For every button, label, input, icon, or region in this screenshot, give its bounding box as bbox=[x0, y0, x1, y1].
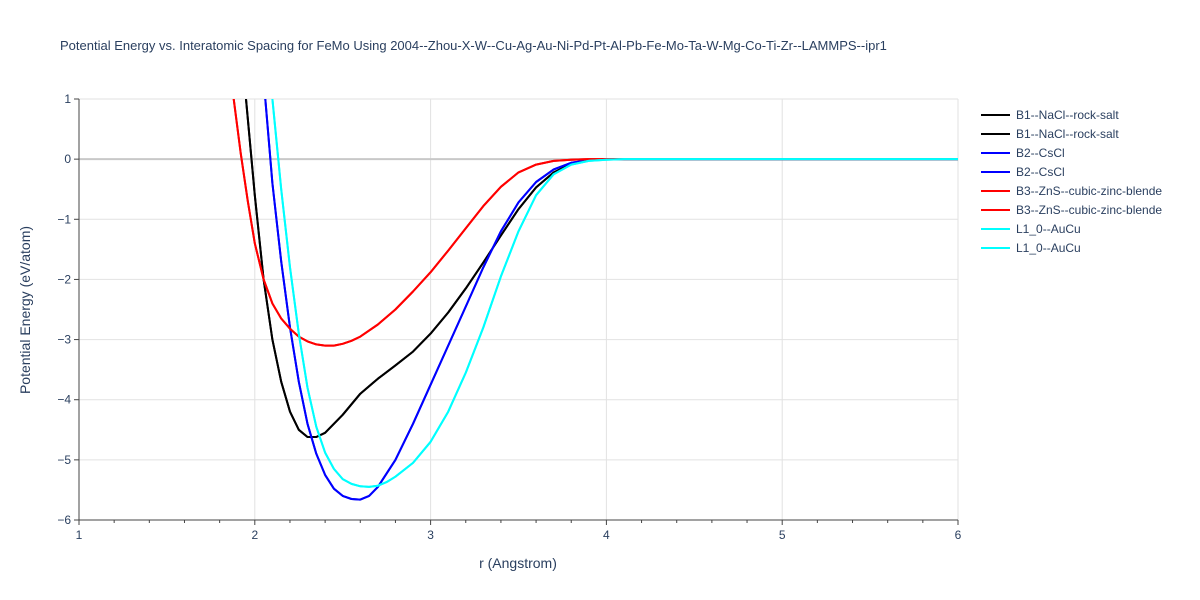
series-line bbox=[271, 99, 958, 488]
y-tick-label: −1 bbox=[57, 212, 71, 226]
y-tick-label: 1 bbox=[64, 92, 71, 106]
legend: B1--NaCl--rock-salt B1--NaCl--rock-salt B2… bbox=[981, 108, 1162, 255]
legend-label[interactable]: L1_0--AuCu bbox=[1016, 222, 1081, 236]
legend-label[interactable]: B1--NaCl--rock-salt bbox=[1016, 108, 1119, 122]
y-tick-label: 0 bbox=[64, 152, 71, 166]
y-tick-label: −6 bbox=[57, 513, 71, 527]
legend-label[interactable]: B3--ZnS--cubic-zinc-blende bbox=[1016, 184, 1162, 198]
legend-label[interactable]: B3--ZnS--cubic-zinc-blende bbox=[1016, 203, 1162, 217]
legend-label[interactable]: B1--NaCl--rock-salt bbox=[1016, 127, 1119, 141]
series-line bbox=[232, 99, 958, 347]
x-tick-label: 2 bbox=[251, 528, 258, 542]
axis-layer: 1 2 3 4 5 6 1 0 −1 −2 −3 −4 −5 −6 bbox=[57, 92, 961, 542]
x-tick-label: 3 bbox=[427, 528, 434, 542]
y-tick-label: −2 bbox=[57, 272, 71, 286]
series-line bbox=[245, 99, 958, 438]
series-line bbox=[245, 99, 958, 438]
legend-label[interactable]: L1_0--AuCu bbox=[1016, 241, 1081, 255]
legend-label[interactable]: B2--CsCl bbox=[1016, 165, 1065, 179]
y-axis-title: Potential Energy (eV/atom) bbox=[17, 226, 33, 394]
chart-title: Potential Energy vs. Interatomic Spacing… bbox=[60, 38, 887, 53]
grid-layer bbox=[79, 98, 959, 520]
series-line bbox=[271, 99, 958, 488]
y-tick-label: −5 bbox=[57, 453, 71, 467]
x-tick-label: 5 bbox=[779, 528, 786, 542]
series-layer bbox=[232, 99, 958, 501]
x-tick-label: 4 bbox=[603, 528, 610, 542]
x-tick-label: 6 bbox=[955, 528, 962, 542]
x-axis-title: r (Angstrom) bbox=[479, 555, 557, 571]
series-line bbox=[232, 99, 958, 347]
y-tick-label: −3 bbox=[57, 333, 71, 347]
x-tick-label: 1 bbox=[76, 528, 83, 542]
legend-label[interactable]: B2--CsCl bbox=[1016, 146, 1065, 160]
y-tick-label: −4 bbox=[57, 393, 71, 407]
